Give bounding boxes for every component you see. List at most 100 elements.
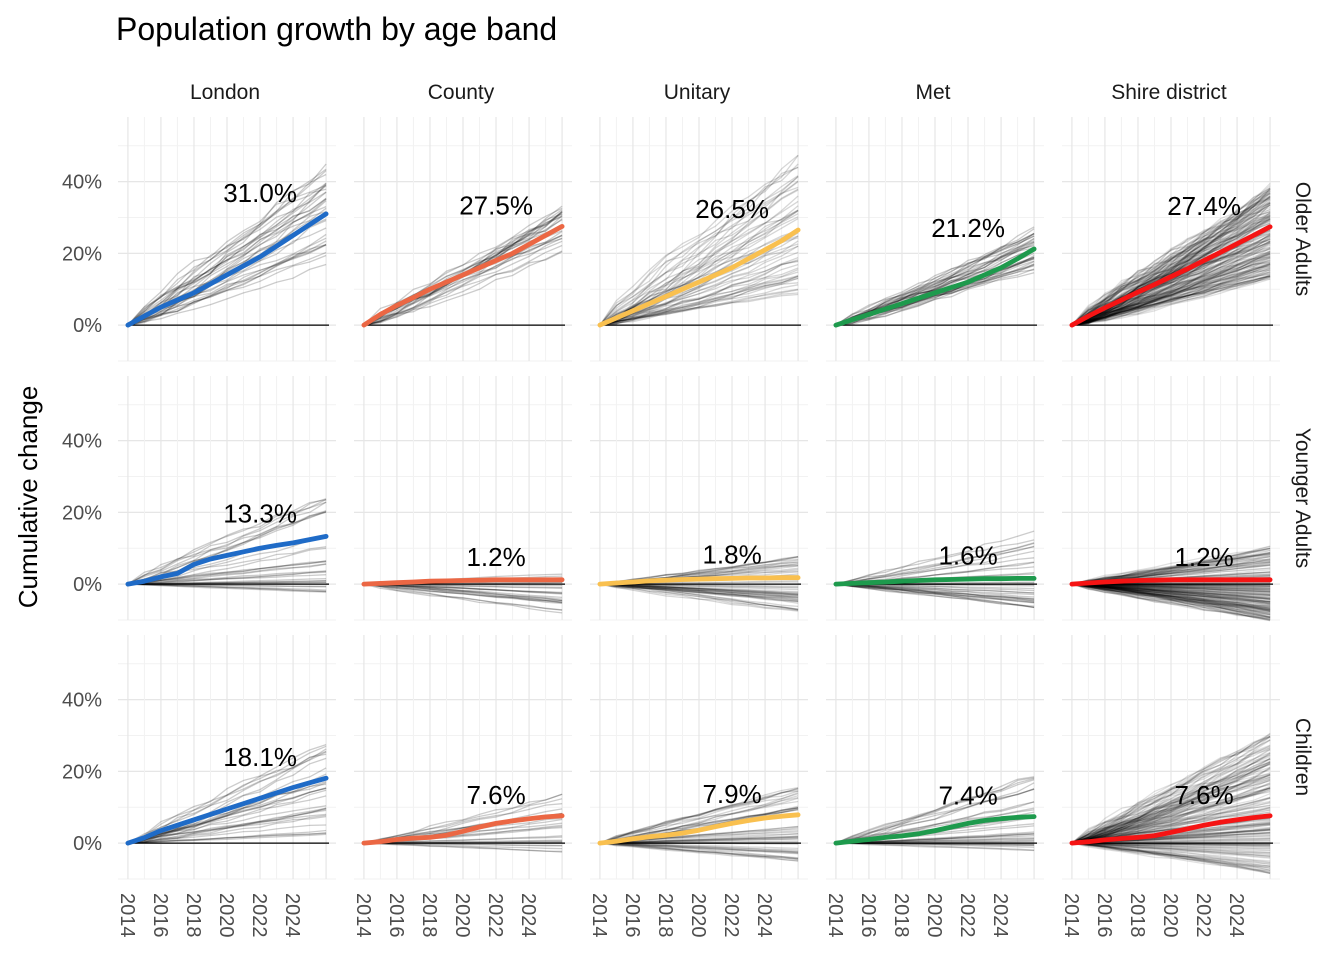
comparison-line	[1071, 210, 1271, 326]
comparison-line	[1071, 774, 1271, 844]
comparison-line	[599, 835, 799, 844]
comparison-line	[1071, 842, 1271, 865]
comparison-line	[835, 832, 1035, 844]
comparison-line	[1071, 744, 1271, 844]
comparison-line	[599, 154, 799, 326]
comparison-line	[1071, 583, 1271, 619]
comparison-line	[599, 235, 799, 326]
comparison-line	[1071, 583, 1271, 615]
x-tick-label: 2014	[588, 893, 610, 938]
comparison-line	[1071, 276, 1271, 326]
comparison-line	[1071, 197, 1271, 326]
comparison-line	[599, 583, 799, 600]
comparison-line	[127, 184, 327, 326]
comparison-line	[1071, 270, 1271, 326]
comparison-line	[1071, 257, 1271, 326]
comparison-line	[127, 750, 327, 844]
comparison-line	[599, 583, 799, 611]
comparison-line	[599, 229, 799, 326]
comparison-line	[127, 570, 327, 585]
comparison-line	[1071, 192, 1271, 326]
comparison-line	[599, 842, 799, 853]
comparison-line	[1071, 259, 1271, 326]
comparison-line	[1071, 562, 1271, 585]
comparison-line	[599, 806, 799, 844]
comparison-line	[363, 583, 563, 614]
comparison-line	[1071, 259, 1271, 326]
comparison-line	[1071, 583, 1271, 602]
comparison-line	[127, 499, 327, 585]
comparison-line	[1071, 583, 1271, 594]
comparison-line	[599, 275, 799, 326]
comparison-line	[599, 583, 799, 601]
comparison-line	[835, 243, 1035, 326]
comparison-line	[127, 198, 327, 326]
comparison-line	[1071, 552, 1271, 585]
comparison-line	[1071, 842, 1271, 866]
comparison-line	[1071, 583, 1271, 603]
comparison-line	[599, 245, 799, 326]
comparison-line	[599, 583, 799, 611]
final-value-label: 21.2%	[931, 213, 1005, 243]
comparison-line	[1071, 272, 1271, 326]
comparison-line	[1071, 583, 1271, 612]
comparison-line	[599, 583, 799, 596]
x-tick-label: 2020	[215, 893, 237, 938]
y-axis-label: Cumulative change	[13, 386, 43, 609]
comparison-line	[1071, 201, 1271, 326]
comparison-line	[599, 216, 799, 326]
comparison-line	[835, 583, 1035, 602]
comparison-line	[599, 189, 799, 326]
comparison-line	[599, 836, 799, 844]
comparison-line	[1071, 262, 1271, 326]
comparison-line	[835, 833, 1035, 844]
comparison-line	[1071, 235, 1271, 326]
comparison-line	[1071, 583, 1271, 603]
comparison-line	[1071, 583, 1271, 603]
comparison-line	[835, 583, 1035, 600]
comparison-line	[363, 583, 563, 611]
comparison-line	[1071, 195, 1271, 326]
comparison-line	[1071, 732, 1271, 844]
series-line	[1069, 577, 1273, 587]
final-value-label: 18.1%	[223, 742, 297, 772]
comparison-line	[1071, 842, 1271, 870]
comparison-line	[599, 583, 799, 611]
comparison-line	[1071, 267, 1271, 326]
comparison-line	[127, 205, 327, 326]
comparison-line	[127, 805, 327, 844]
comparison-line	[1071, 214, 1271, 326]
x-tick-label: 2022	[720, 893, 742, 938]
comparison-line	[1071, 842, 1271, 867]
comparison-line	[127, 237, 327, 326]
x-tick-label: 2020	[923, 893, 945, 938]
comparison-line	[1071, 760, 1271, 844]
comparison-line	[1071, 734, 1271, 844]
comparison-line	[599, 793, 799, 844]
comparison-line	[1071, 842, 1271, 857]
comparison-line	[1071, 811, 1271, 844]
comparison-line	[1071, 761, 1271, 844]
comparison-line	[127, 808, 327, 844]
comparison-line	[1071, 583, 1271, 604]
comparison-line	[1071, 583, 1271, 590]
comparison-line	[599, 175, 799, 326]
comparison-line	[1071, 278, 1271, 326]
comparison-line	[1071, 247, 1271, 326]
comparison-line	[835, 842, 1035, 851]
comparison-line	[1071, 752, 1271, 844]
comparison-line	[599, 838, 799, 844]
comparison-line	[363, 237, 563, 326]
comparison-line	[1071, 234, 1271, 326]
comparison-line	[1071, 583, 1271, 604]
comparison-line	[127, 563, 327, 585]
comparison-line	[1071, 276, 1271, 326]
comparison-line	[1071, 238, 1271, 326]
comparison-line	[1071, 583, 1271, 620]
comparison-line	[1071, 250, 1271, 326]
comparison-line	[1071, 548, 1271, 585]
comparison-line	[127, 832, 327, 844]
x-tick-label: 2020	[687, 893, 709, 938]
comparison-line	[1071, 583, 1271, 616]
comparison-line	[599, 790, 799, 844]
